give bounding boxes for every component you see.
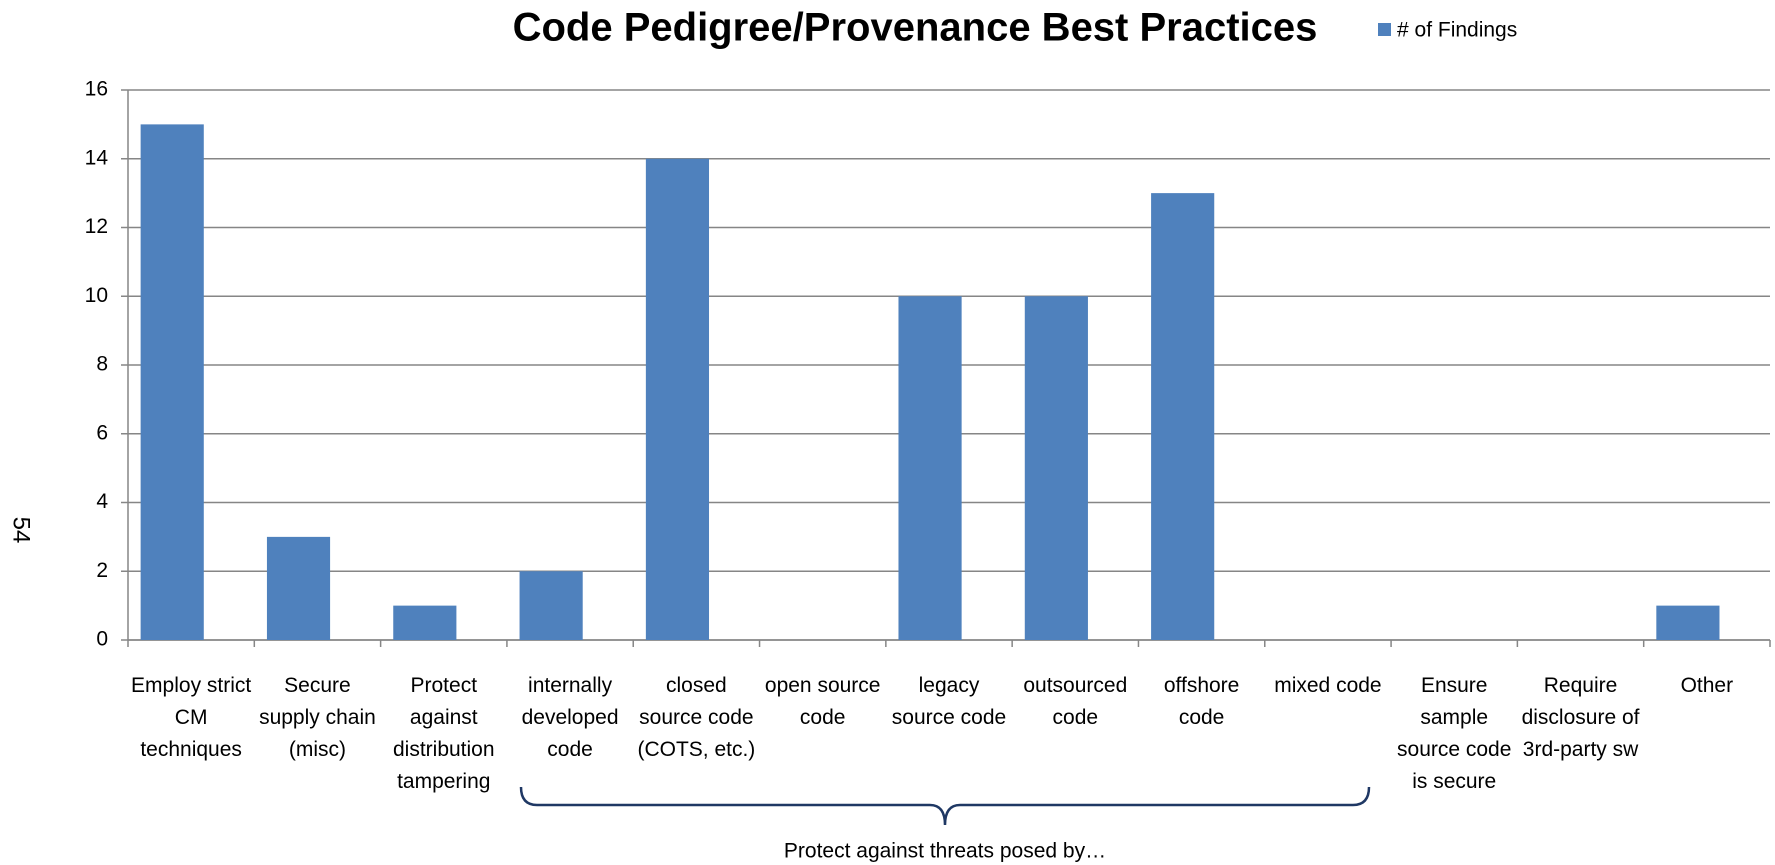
y-tick-label: 12 — [85, 215, 108, 238]
y-tick-label: 16 — [85, 78, 108, 101]
bar — [1656, 605, 1720, 640]
y-tick-label: 8 — [96, 353, 108, 376]
y-tick-label: 4 — [96, 490, 108, 513]
chart-title: Code Pedigree/Provenance Best Practices — [513, 6, 1318, 50]
legend-swatch — [1378, 23, 1391, 36]
bar — [140, 124, 204, 640]
bar — [645, 158, 710, 640]
y-tick-label: 2 — [96, 559, 108, 582]
page-number: 54 — [8, 517, 35, 544]
x-tick-label: internally developed code — [521, 674, 619, 761]
bar — [266, 536, 331, 640]
bar — [519, 571, 583, 640]
x-tick-label: mixed code — [1274, 674, 1382, 697]
x-tick-label: closed source code (COTS, etc.) — [637, 674, 756, 761]
brace — [519, 786, 1371, 826]
x-tick-label: open source code — [764, 674, 881, 729]
x-tick-label: Secure supply chain (misc) — [259, 674, 376, 761]
x-tick-label: Protect against distribution tampering — [392, 674, 495, 793]
x-tick-label: Employ strict CM techniques — [131, 674, 252, 761]
x-tick-label: outsourced code — [1023, 674, 1128, 729]
bar — [1024, 296, 1088, 640]
bar — [898, 296, 962, 640]
annotation: Protect against threats posed by… — [784, 840, 1106, 863]
bar — [393, 605, 457, 640]
x-tick-label: Require disclosure of 3rd-party sw — [1521, 674, 1640, 761]
x-tick-label: offshore code — [1163, 674, 1240, 729]
x-tick-label: Ensure sample source code is secure — [1397, 674, 1512, 793]
y-tick-label: 14 — [85, 146, 109, 169]
y-tick-label: 10 — [85, 284, 108, 307]
legend-label: # of Findings — [1397, 19, 1517, 42]
x-tick-label: legacy source code — [891, 674, 1007, 729]
bar — [1151, 193, 1215, 640]
y-tick-label: 0 — [96, 628, 108, 651]
y-tick-label: 6 — [96, 421, 108, 444]
x-tick-label: Other — [1680, 674, 1734, 697]
